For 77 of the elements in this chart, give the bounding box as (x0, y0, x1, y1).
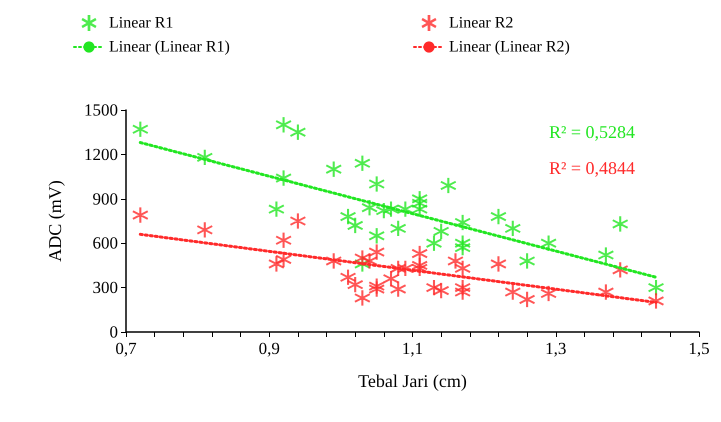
point (519, 253, 535, 269)
point (369, 281, 384, 297)
point (505, 220, 520, 236)
point (390, 281, 406, 297)
point (426, 236, 442, 251)
point (290, 124, 306, 140)
point (612, 262, 628, 278)
annotation: R² = 0,5284 (548, 122, 636, 142)
point (362, 200, 378, 216)
y-tick-label: 300 (92, 278, 118, 298)
point (598, 284, 614, 300)
point (412, 191, 428, 206)
point (540, 286, 556, 302)
point (648, 293, 664, 309)
point (434, 224, 449, 240)
point (348, 276, 363, 292)
point (454, 260, 470, 276)
point (276, 252, 292, 268)
point (448, 253, 464, 269)
point (390, 220, 406, 236)
point (383, 202, 399, 217)
point (454, 236, 470, 251)
point (290, 213, 306, 229)
point (276, 232, 292, 248)
x-tick-label: 1,3 (545, 339, 566, 358)
point (268, 202, 284, 217)
point (354, 290, 370, 306)
y-tick-label: 1200 (84, 144, 118, 164)
y-axis-title: ADC (mV) (45, 180, 65, 262)
y-tick-label: 0 (110, 322, 118, 342)
point (132, 122, 148, 137)
point (276, 170, 292, 186)
point (648, 280, 664, 296)
point (369, 228, 384, 244)
point (505, 284, 520, 300)
point (197, 150, 212, 166)
y-tick-label: 600 (92, 234, 118, 253)
point (454, 284, 470, 300)
x-tick-label: 0,7 (115, 339, 138, 358)
point (454, 214, 470, 230)
point (340, 208, 356, 224)
x-tick-label: 0,9 (258, 339, 280, 358)
point (376, 202, 392, 218)
point (612, 216, 628, 232)
point (454, 240, 470, 256)
point (348, 218, 363, 234)
y-tick-label: 900 (92, 189, 118, 208)
annotation: R² = 0,4844 (548, 158, 636, 178)
point (383, 271, 399, 286)
legend-label: Linear (Linear R1) (109, 38, 230, 56)
point (490, 256, 506, 272)
point (519, 292, 535, 308)
point (369, 176, 384, 192)
point (369, 244, 384, 260)
point (490, 208, 506, 224)
point (268, 256, 284, 272)
point (197, 222, 212, 238)
legend-label: Linear R2 (449, 14, 514, 32)
point (412, 196, 428, 211)
x-axis-title: Tebal Jari (cm) (358, 371, 467, 391)
point (440, 178, 456, 194)
x-tick-label: 1,5 (688, 339, 710, 358)
legend-label: Linear (Linear R2) (449, 38, 570, 56)
point (598, 247, 614, 263)
point (398, 202, 413, 217)
x-tick-label: 1,1 (402, 339, 424, 358)
point (412, 202, 428, 217)
point (326, 253, 342, 269)
legend-label: Linear R1 (109, 14, 174, 32)
point (354, 156, 370, 171)
point (276, 117, 292, 132)
point (132, 207, 148, 223)
y-tick-label: 1500 (84, 100, 118, 120)
point (340, 270, 356, 285)
point (412, 260, 428, 276)
point (326, 162, 342, 177)
point (540, 236, 556, 251)
